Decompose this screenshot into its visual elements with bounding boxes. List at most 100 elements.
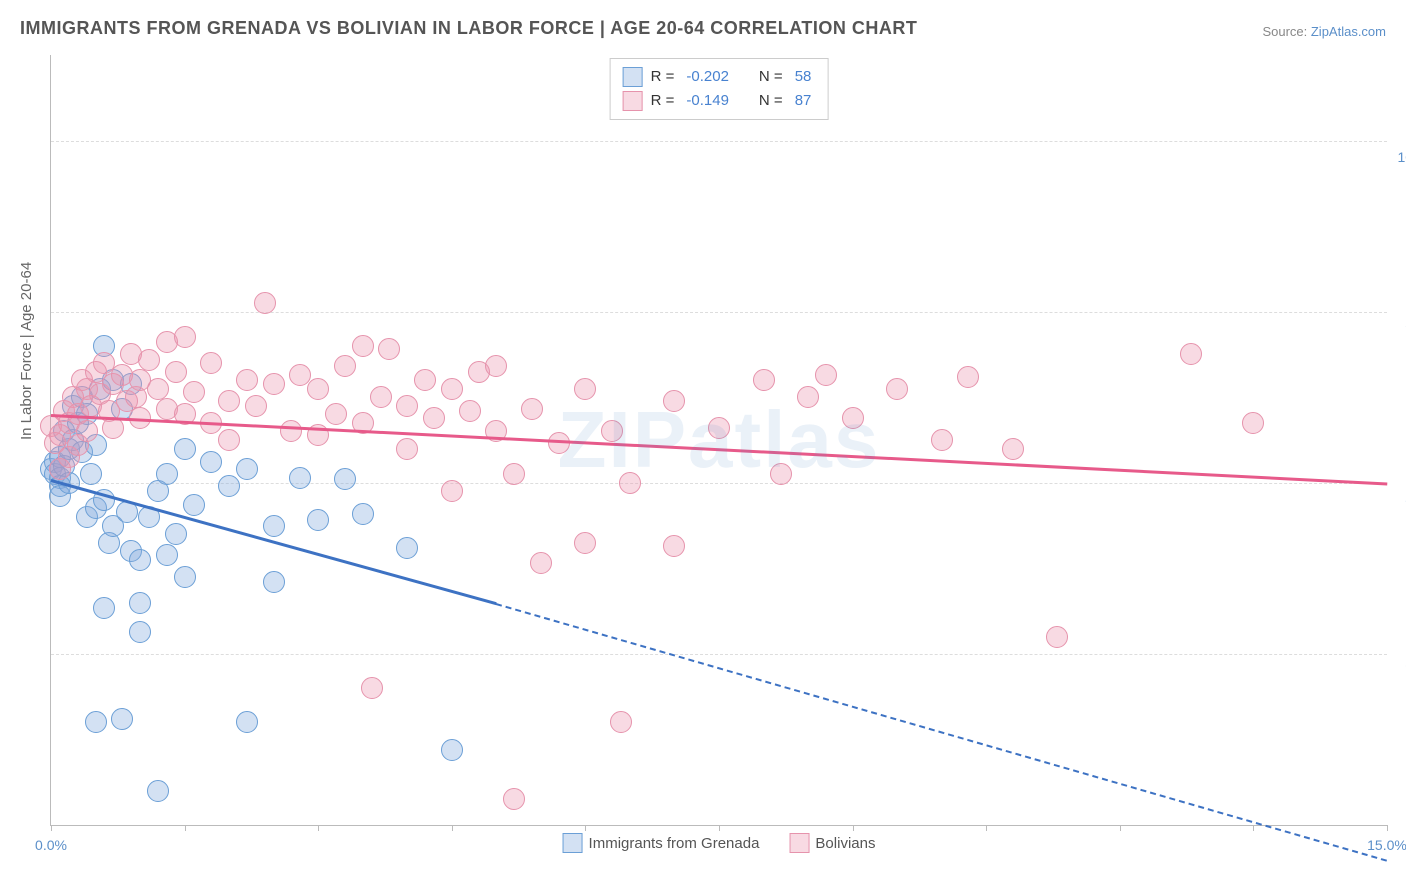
r-value: -0.149 bbox=[682, 89, 733, 113]
y-tick-label: 90.0% bbox=[1395, 320, 1406, 336]
gridline bbox=[51, 483, 1387, 484]
r-value: -0.202 bbox=[682, 65, 733, 89]
scatter-point bbox=[370, 386, 392, 408]
scatter-point bbox=[325, 403, 347, 425]
scatter-point bbox=[263, 515, 285, 537]
scatter-point bbox=[129, 621, 151, 643]
x-tick bbox=[1120, 825, 1121, 831]
x-tick bbox=[719, 825, 720, 831]
scatter-point bbox=[307, 509, 329, 531]
scatter-point bbox=[280, 420, 302, 442]
x-tick bbox=[585, 825, 586, 831]
scatter-point bbox=[441, 480, 463, 502]
legend-row: R =-0.149N =87 bbox=[623, 89, 816, 113]
scatter-point bbox=[574, 378, 596, 400]
scatter-point bbox=[396, 537, 418, 559]
chart-plot-area: ZIPatlas R =-0.202N =58R =-0.149N =87 Im… bbox=[50, 55, 1387, 826]
scatter-point bbox=[254, 292, 276, 314]
gridline bbox=[51, 654, 1387, 655]
scatter-point bbox=[485, 355, 507, 377]
scatter-point bbox=[441, 739, 463, 761]
r-label: R = bbox=[651, 89, 675, 113]
scatter-point bbox=[307, 378, 329, 400]
scatter-point bbox=[76, 420, 98, 442]
scatter-point bbox=[361, 677, 383, 699]
scatter-point bbox=[263, 373, 285, 395]
legend-series-label: Bolivians bbox=[815, 835, 875, 852]
scatter-point bbox=[183, 381, 205, 403]
legend-swatch bbox=[789, 833, 809, 853]
scatter-point bbox=[129, 592, 151, 614]
scatter-point bbox=[352, 335, 374, 357]
scatter-point bbox=[414, 369, 436, 391]
scatter-point bbox=[842, 407, 864, 429]
r-label: R = bbox=[651, 65, 675, 89]
scatter-point bbox=[503, 788, 525, 810]
scatter-point bbox=[200, 451, 222, 473]
y-tick-label: 80.0% bbox=[1395, 491, 1406, 507]
scatter-point bbox=[708, 417, 730, 439]
scatter-point bbox=[147, 378, 169, 400]
scatter-point bbox=[1180, 343, 1202, 365]
x-tick-label: 15.0% bbox=[1367, 837, 1406, 853]
scatter-point bbox=[236, 369, 258, 391]
scatter-point bbox=[931, 429, 953, 451]
scatter-point bbox=[263, 571, 285, 593]
source-prefix: Source: bbox=[1262, 24, 1310, 39]
x-tick bbox=[51, 825, 52, 831]
scatter-point bbox=[334, 355, 356, 377]
legend-series-item: Immigrants from Grenada bbox=[563, 833, 760, 853]
source-link[interactable]: ZipAtlas.com bbox=[1311, 24, 1386, 39]
scatter-point bbox=[1242, 412, 1264, 434]
gridline bbox=[51, 312, 1387, 313]
scatter-point bbox=[886, 378, 908, 400]
scatter-point bbox=[521, 398, 543, 420]
n-label: N = bbox=[759, 65, 783, 89]
scatter-point bbox=[441, 378, 463, 400]
scatter-point bbox=[236, 458, 258, 480]
scatter-point bbox=[80, 463, 102, 485]
x-tick bbox=[452, 825, 453, 831]
scatter-point bbox=[85, 711, 107, 733]
x-tick bbox=[1253, 825, 1254, 831]
scatter-point bbox=[503, 463, 525, 485]
scatter-point bbox=[147, 780, 169, 802]
x-tick bbox=[986, 825, 987, 831]
scatter-point bbox=[165, 523, 187, 545]
y-axis-label: In Labor Force | Age 20-64 bbox=[18, 262, 35, 440]
scatter-point bbox=[378, 338, 400, 360]
scatter-point bbox=[663, 535, 685, 557]
scatter-point bbox=[352, 503, 374, 525]
scatter-point bbox=[574, 532, 596, 554]
scatter-point bbox=[129, 549, 151, 571]
scatter-point bbox=[156, 463, 178, 485]
scatter-point bbox=[218, 475, 240, 497]
n-value: 58 bbox=[791, 65, 816, 89]
scatter-point bbox=[619, 472, 641, 494]
scatter-point bbox=[156, 544, 178, 566]
scatter-point bbox=[1002, 438, 1024, 460]
scatter-point bbox=[165, 361, 187, 383]
scatter-point bbox=[770, 463, 792, 485]
scatter-point bbox=[138, 349, 160, 371]
legend-series-label: Immigrants from Grenada bbox=[589, 835, 760, 852]
scatter-point bbox=[174, 326, 196, 348]
scatter-point bbox=[174, 438, 196, 460]
scatter-point bbox=[610, 711, 632, 733]
scatter-point bbox=[1046, 626, 1068, 648]
scatter-point bbox=[797, 386, 819, 408]
legend-series-item: Bolivians bbox=[789, 833, 875, 853]
scatter-point bbox=[174, 566, 196, 588]
n-value: 87 bbox=[791, 89, 816, 113]
scatter-point bbox=[530, 552, 552, 574]
scatter-point bbox=[459, 400, 481, 422]
correlation-legend: R =-0.202N =58R =-0.149N =87 bbox=[610, 58, 829, 120]
y-tick-label: 70.0% bbox=[1395, 662, 1406, 678]
scatter-point bbox=[601, 420, 623, 442]
scatter-point bbox=[218, 429, 240, 451]
scatter-point bbox=[218, 390, 240, 412]
scatter-point bbox=[200, 352, 222, 374]
x-tick bbox=[853, 825, 854, 831]
x-tick bbox=[318, 825, 319, 831]
legend-swatch bbox=[623, 91, 643, 111]
